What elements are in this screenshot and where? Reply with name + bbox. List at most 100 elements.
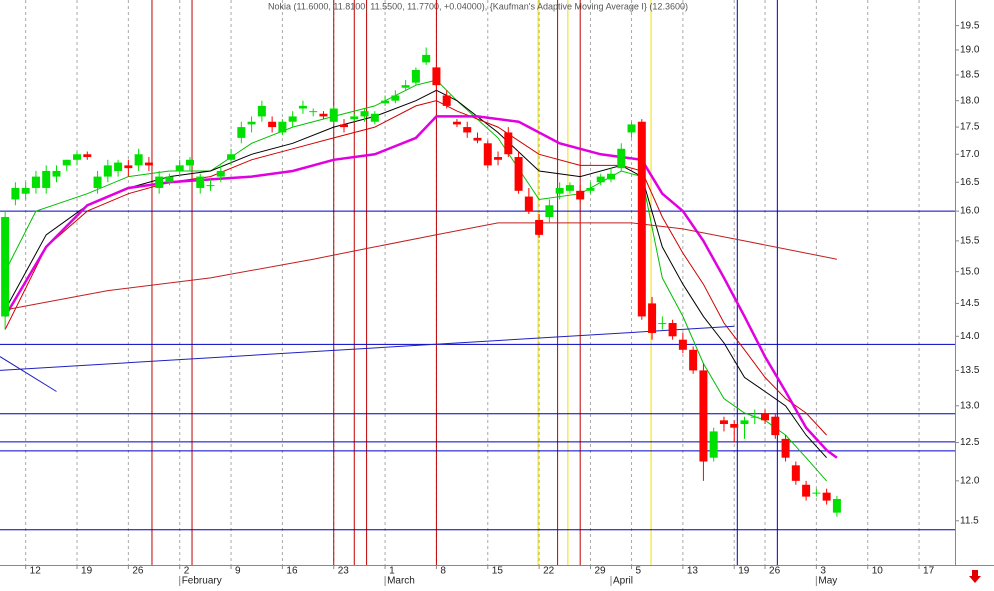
y-tick-label: 18.5 [960,70,980,81]
candle-body [31,176,40,188]
y-tick-label: 18.0 [960,95,980,106]
month-label: May [818,576,837,586]
indicator-line [4,79,827,482]
candle-body [370,113,379,122]
x-tick-label: 2 [184,566,190,577]
candle-body [524,196,533,212]
candle-body [730,424,739,428]
candle-body [155,176,164,188]
y-tick-label: 12.0 [960,475,980,486]
candle-body [822,492,831,501]
candle-body [42,170,51,188]
candle-body [617,148,626,169]
candle-body [791,465,800,481]
candle-body [545,205,554,217]
candle-body [658,323,667,325]
y-tick-label: 12.5 [960,437,980,448]
candle-body [175,165,184,171]
candle-body [781,438,790,458]
candle-body [678,339,687,350]
indicator-line [0,356,57,392]
candle-body [62,159,71,166]
x-tick-label: 17 [923,566,935,577]
candle-body [83,154,92,158]
y-tick-label: 15.0 [960,266,980,277]
candle-body [21,187,30,194]
candle-body [73,154,82,160]
candle-body [637,121,646,317]
candle-body [134,154,143,166]
candle-body [606,173,615,180]
indicator-line [0,325,735,371]
y-tick-label: 14.0 [960,331,980,342]
indicator-line [4,89,827,459]
candle-body [103,165,112,177]
candle-body [401,85,410,88]
candle-body [216,170,225,177]
candle-body [689,349,698,371]
candle-body [411,69,420,83]
y-tick-label: 17.0 [960,149,980,160]
candle-body [648,303,657,333]
candle-body [124,165,133,169]
candle-body [586,187,595,191]
candle-body [340,124,349,128]
x-tick-label: 16 [286,566,298,577]
candle-body [288,116,297,122]
candle-body [565,185,574,191]
candle-body [596,176,605,183]
candle-body [812,492,821,494]
x-tick-label: 12 [30,566,42,577]
x-tick-label: 29 [594,566,606,577]
month-label: April [613,576,633,586]
candle-body [802,484,811,497]
candle-body [185,159,194,166]
x-tick-label: 8 [440,566,446,577]
candle-body [206,185,215,187]
candle-body [740,420,749,425]
candle-body [719,420,728,425]
x-tick-label: 10 [872,566,884,577]
candle-body [432,67,441,86]
candle-body [309,111,318,113]
candle-body [319,113,328,117]
candle-body [257,105,266,117]
y-tick-label: 19.0 [960,45,980,56]
candle-body [463,127,472,133]
candle-body [514,157,523,191]
candle-body [114,162,123,171]
y-tick-label: 17.5 [960,122,980,133]
y-tick-label: 13.0 [960,400,980,411]
candle-body [391,95,400,101]
candle-body [11,187,20,200]
y-tick-label: 19.5 [960,20,980,31]
candle-body [165,176,174,183]
candle-body [761,413,770,421]
candle-body [381,100,390,104]
y-tick-label: 15.5 [960,236,980,247]
candle-body [555,187,564,194]
y-tick-label: 16.0 [960,206,980,217]
candle-body [298,105,307,109]
candle-body [442,95,451,106]
candle-body [247,121,256,125]
candle-body [576,190,585,200]
x-tick-label: 19 [81,566,93,577]
candle-body [278,121,287,133]
candle-body [535,219,544,235]
x-tick-label: 13 [687,566,699,577]
month-label: March [387,576,415,586]
indicator-line [5,222,837,311]
candle-body [750,416,759,418]
indicator-line [4,115,838,459]
x-tick-label: 26 [769,566,781,577]
candle-body [227,154,236,160]
candle-body [452,121,461,125]
x-tick-label: 15 [492,566,504,577]
scroll-arrow[interactable] [969,570,981,583]
candle-body [1,216,10,317]
chart-title: Nokia (11.6000, 11.8100, 11.5500, 11.770… [268,1,688,11]
